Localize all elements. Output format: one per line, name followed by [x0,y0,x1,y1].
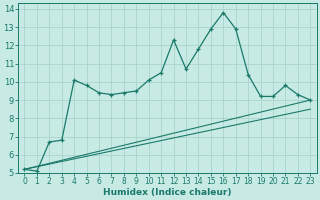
X-axis label: Humidex (Indice chaleur): Humidex (Indice chaleur) [103,188,232,197]
